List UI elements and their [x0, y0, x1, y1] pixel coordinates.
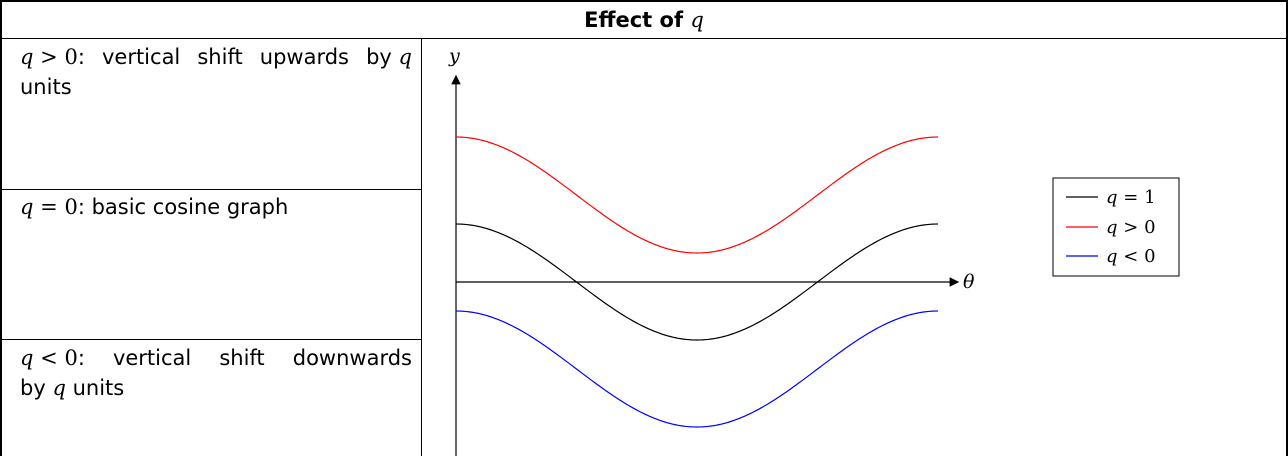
- header-divider: [0, 38, 1288, 39]
- row-negative-word-3: downwards: [292, 346, 412, 370]
- row-negative-line2: by q units: [20, 376, 125, 400]
- row-positive-word-2: shift: [197, 45, 243, 69]
- curve-series-2: [455, 136, 939, 254]
- svg-text:q < 0: q < 0: [1106, 246, 1156, 267]
- row-zero-text: basic cosine graph: [91, 195, 289, 219]
- svg-text:q > 0: q > 0: [1106, 217, 1156, 238]
- y-axis-label: y: [448, 45, 460, 67]
- table-border-top: [0, 0, 1288, 2]
- header-title-text: Effect of: [584, 8, 684, 32]
- header-title-symbol: q: [690, 8, 704, 32]
- row-positive-line2: units: [20, 75, 72, 99]
- legend-entry-q-equals-1: q = 1: [1066, 187, 1156, 208]
- legend-entry-q-greater-0: q > 0: [1066, 217, 1156, 238]
- row-divider-2: [0, 339, 421, 340]
- x-axis-label: θ: [963, 271, 975, 293]
- curves-group: [455, 136, 939, 428]
- row-negative-shift: q < 0: vertical shift downwards by q uni…: [20, 343, 412, 403]
- table-border-right: [1286, 0, 1288, 456]
- row-negative-condition: q < 0:: [20, 346, 85, 370]
- row-positive-word-4: by q: [366, 45, 412, 69]
- row-divider-1: [0, 189, 421, 190]
- curve-series-1: [455, 223, 939, 341]
- row-zero-shift: q = 0: basic cosine graph: [20, 192, 412, 222]
- row-positive-condition: q > 0:: [20, 45, 85, 69]
- row-zero-condition: q = 0:: [20, 195, 92, 219]
- table-header: Effect of q: [2, 2, 1286, 38]
- row-positive-shift: q > 0: vertical shift upwards by q units: [20, 42, 412, 102]
- row-positive-word-3: upwards: [259, 45, 350, 69]
- row-negative-word-2: shift: [219, 346, 265, 370]
- row-positive-word-1: vertical: [101, 45, 181, 69]
- svg-text:q = 1: q = 1: [1106, 187, 1156, 208]
- row-negative-word-1: vertical: [112, 346, 192, 370]
- column-divider: [421, 38, 422, 456]
- legend-entry-q-less-0: q < 0: [1066, 246, 1156, 267]
- table-border-left: [0, 0, 2, 456]
- curve-series-3: [455, 310, 939, 428]
